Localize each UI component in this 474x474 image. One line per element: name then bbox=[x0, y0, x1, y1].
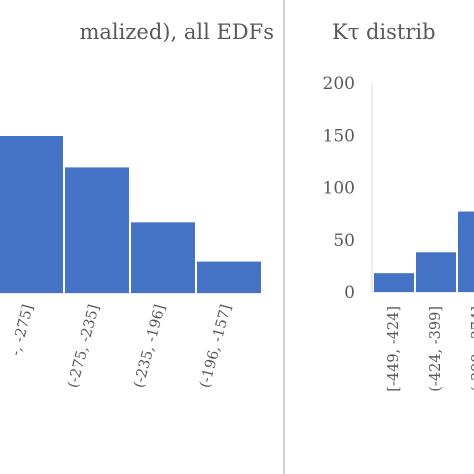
right-bar-1 bbox=[374, 273, 414, 292]
right-y-tick-50: 50 bbox=[333, 231, 355, 251]
left-category-label-3: (-235, -196] bbox=[131, 303, 169, 390]
left-bar-1 bbox=[0, 136, 63, 293]
left-category-label-1: -, -275] bbox=[8, 303, 37, 358]
right-category-label-1: [-449, -424] bbox=[386, 306, 402, 392]
right-y-tick-200: 200 bbox=[323, 74, 355, 94]
left-bar-2 bbox=[65, 167, 129, 293]
right-y-tick-100: 100 bbox=[323, 179, 355, 199]
left-category-label-2: (-275, -235] bbox=[65, 303, 103, 390]
right-category-label-3: (-399, -374] bbox=[470, 306, 474, 392]
right-bar-2 bbox=[416, 252, 456, 292]
left-bar-3 bbox=[131, 222, 195, 293]
right-category-label-2: (-424, -399] bbox=[428, 306, 444, 392]
left-category-label-4: (-196, -157] bbox=[197, 303, 235, 390]
right-y-tick-150: 150 bbox=[323, 126, 355, 146]
left-bar-4 bbox=[197, 261, 261, 293]
right-chart-title: Kτ distrib bbox=[332, 20, 436, 44]
left-chart-title: malized), all EDFs bbox=[79, 20, 275, 44]
right-bar-3 bbox=[458, 211, 474, 292]
panel-divider bbox=[283, 0, 285, 474]
right-y-tick-0: 0 bbox=[344, 283, 355, 303]
